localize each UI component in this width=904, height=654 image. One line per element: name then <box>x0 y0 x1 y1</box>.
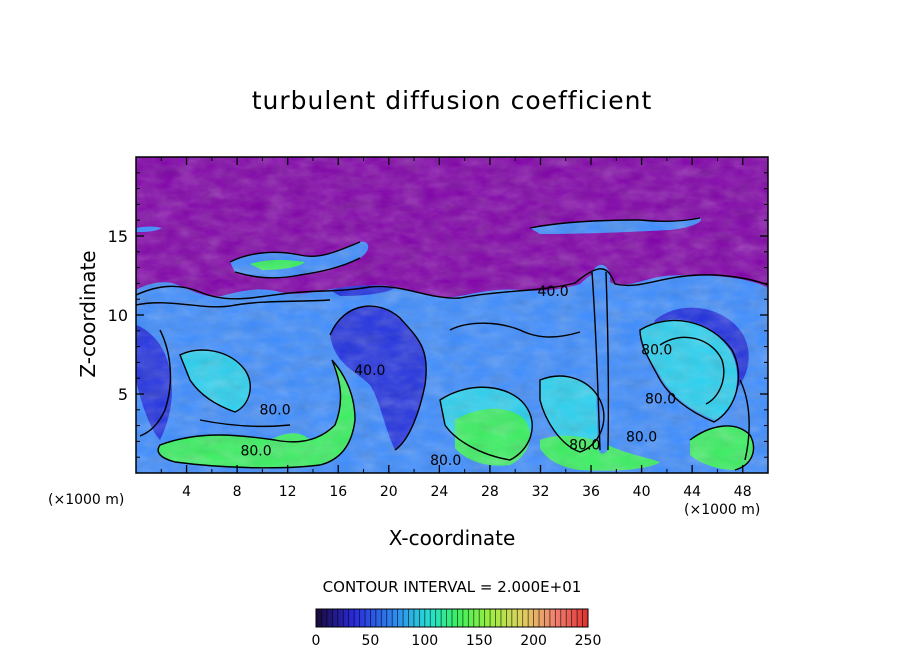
x-tick-label: 12 <box>279 484 297 500</box>
colorbar-tick-label: 200 <box>520 633 547 649</box>
contour-label: 80.0 <box>240 444 271 460</box>
y-tick-label: 5 <box>118 385 128 404</box>
x-tick-label: 40 <box>633 484 651 500</box>
x-tick-label: 32 <box>532 484 550 500</box>
contour-lines <box>136 217 768 471</box>
contour-label: 80.0 <box>641 343 672 359</box>
contour-labels: 80.0 80.0 40.0 40.0 80.0 80.0 80.0 80.0 80.0 <box>240 284 676 469</box>
y-axis-label: Z-coordinate <box>76 250 100 378</box>
y-tick-label: 15 <box>108 227 128 246</box>
colorbar: 0 50 100 150 200 250 <box>312 608 602 649</box>
colorbar-tick-label: 0 <box>312 633 321 649</box>
x-axis: 4 8 12 16 20 24 28 32 36 40 44 48 <box>160 157 752 500</box>
contour-label: 40.0 <box>538 284 569 300</box>
colorbar-tick-label: 150 <box>466 633 493 649</box>
colorbar-tick-label: 100 <box>411 633 438 649</box>
x-tick-label: 44 <box>683 484 701 500</box>
x-tick-label: 48 <box>734 484 752 500</box>
x-tick-label: 24 <box>430 484 448 500</box>
colorbar-tick-label: 50 <box>361 633 379 649</box>
x-tick-label: 8 <box>233 484 242 500</box>
contour-label: 80.0 <box>259 403 290 419</box>
x-tick-label: 20 <box>380 484 398 500</box>
x-unit-left: (×1000 m) <box>48 492 125 508</box>
heatmap-field <box>136 157 768 473</box>
x-unit-right: (×1000 m) <box>684 502 761 518</box>
x-tick-label: 28 <box>481 484 499 500</box>
contour-label: 80.0 <box>645 391 676 407</box>
colorbar-tick-label: 250 <box>575 633 602 649</box>
contour-label: 80.0 <box>626 429 657 445</box>
contour-label: 40.0 <box>354 363 385 379</box>
x-tick-label: 16 <box>329 484 347 500</box>
x-axis-label: X-coordinate <box>388 526 516 550</box>
contour-label: 80.0 <box>569 437 600 453</box>
chart-title: turbulent diffusion coefficient <box>251 86 653 115</box>
colorbar-ticks: 0 50 100 150 200 250 <box>312 633 602 649</box>
contour-label: 80.0 <box>430 453 461 469</box>
contour-interval-text: CONTOUR INTERVAL = 2.000E+01 <box>322 578 582 596</box>
y-axis: 5 10 15 <box>108 172 768 458</box>
x-tick-label: 4 <box>182 484 191 500</box>
colorbar-stripes <box>315 609 589 627</box>
x-tick-label: 36 <box>582 484 600 500</box>
y-tick-label: 10 <box>108 306 128 325</box>
